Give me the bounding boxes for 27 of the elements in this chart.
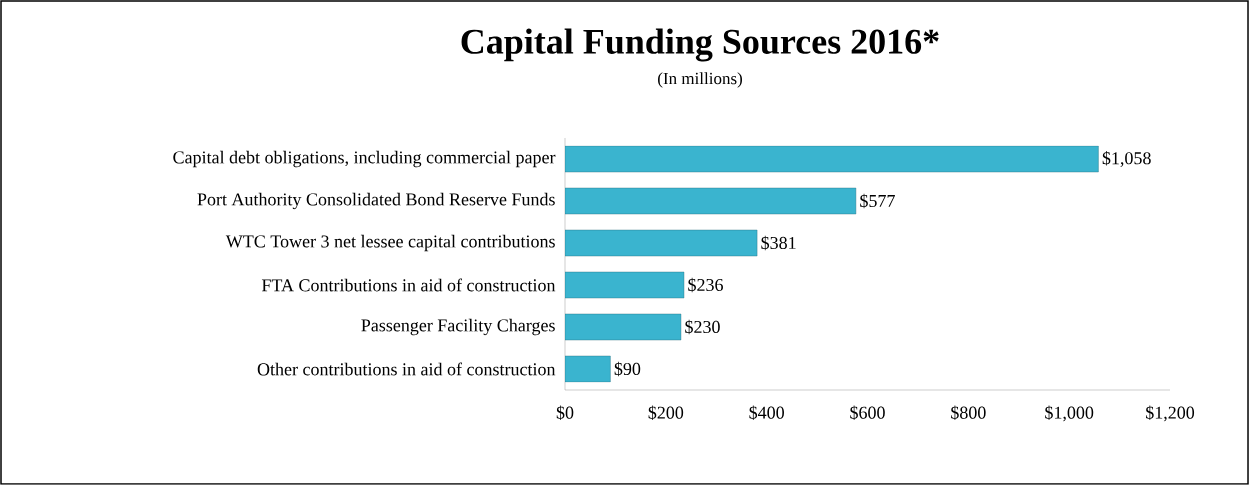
x-tick-label: $200 [648,405,684,420]
data-label: $90 [614,361,641,377]
y-tick-label: Port Authority Consolidated Bond Reserve Funds [197,192,555,210]
y-tick-label: WTC Tower 3 net lessee capital contributions [225,234,555,252]
x-tick-label: $0 [556,405,574,420]
x-tick-label: $600 [850,405,885,420]
chart-subtitle: (In millions) [658,72,742,88]
y-tick-label: Capital debt obligations, including commercial paper [173,150,556,168]
data-label: $381 [761,235,796,251]
y-tick-label: Passenger Facility Charges [361,318,555,336]
data-label: $1,058 [1102,151,1151,167]
y-tick-label: Other contributions in aid of construction [257,362,556,376]
bar [565,145,1099,173]
chart-title: Capital Funding Sources 2016* [461,28,939,62]
y-tick-label: FTA Contributions in aid of construction [261,278,556,292]
x-tick-label: $1,000 [1045,405,1094,422]
data-label: $230 [685,319,720,335]
data-label: $236 [688,277,723,293]
bar [565,313,682,341]
bar [565,187,857,215]
x-tick-label: $1,200 [1146,405,1195,422]
bar [565,271,685,299]
x-tick-label: $800 [951,405,986,420]
data-label: $577 [860,193,895,209]
bar [565,229,758,257]
bar [565,355,611,383]
x-tick-label: $400 [749,405,784,420]
